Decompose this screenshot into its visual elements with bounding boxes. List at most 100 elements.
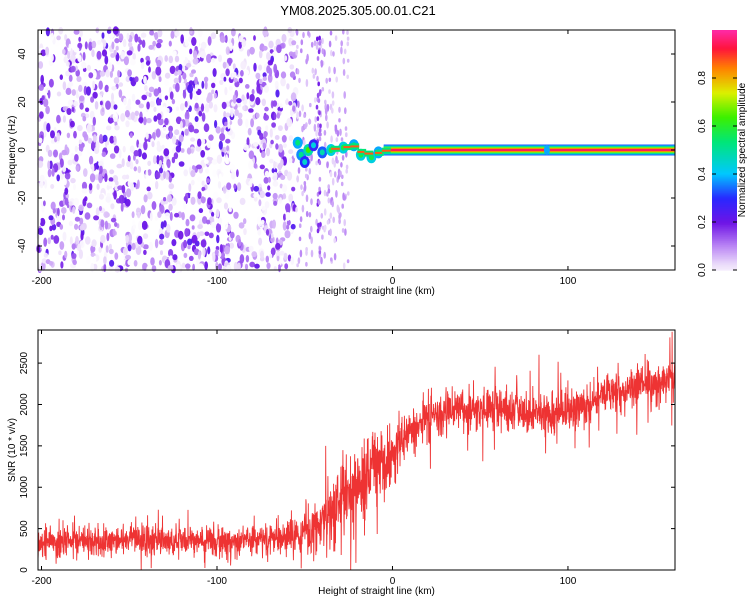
noise-blob: [259, 190, 266, 199]
noise-blob: [276, 255, 280, 262]
noise-blob: [300, 184, 303, 190]
noise-blob: [215, 208, 220, 218]
colorbar: 0.0 0.2 0.4 0.6 0.8 Normalized spectral ampl…: [697, 30, 748, 277]
noise-blob: [62, 49, 66, 55]
noise-blob: [171, 239, 177, 247]
noise-blob: [48, 114, 54, 124]
noise-blob: [164, 212, 171, 220]
colorbar-strip: [712, 206, 737, 209]
noise-blob: [194, 76, 198, 85]
noise-blob: [77, 125, 83, 132]
noise-blob: [333, 171, 337, 178]
noise-blob: [217, 181, 222, 189]
noise-blob: [151, 96, 156, 102]
noise-blob: [308, 232, 312, 240]
noise-blob: [148, 44, 154, 50]
noise-blob: [73, 47, 80, 53]
noise-blob: [200, 196, 206, 204]
noise-blob: [319, 123, 322, 129]
noise-blob: [280, 77, 286, 87]
noise-blob: [255, 112, 260, 119]
colorbar-strip: [712, 52, 737, 55]
noise-blob: [197, 191, 202, 200]
noise-blob: [50, 201, 56, 210]
noise-blob: [316, 75, 319, 82]
noise-blob: [59, 241, 65, 250]
noise-blob: [334, 127, 338, 132]
colorbar-strip: [712, 174, 737, 177]
noise-blob: [149, 30, 155, 36]
noise-blob: [140, 62, 145, 70]
noise-blob: [60, 261, 64, 269]
noise-blob: [318, 176, 322, 182]
noise-blob: [344, 228, 347, 236]
noise-blob: [121, 158, 125, 168]
noise-blob: [159, 167, 163, 174]
noise-blob: [211, 82, 216, 89]
noise-blob: [126, 50, 133, 56]
noise-blob: [184, 100, 188, 108]
noise-blob: [200, 103, 205, 112]
noise-blob: [221, 101, 227, 110]
noise-blob: [122, 259, 126, 265]
noise-blob: [86, 123, 93, 133]
noise-blob: [321, 87, 325, 92]
colorbar-strip: [712, 76, 737, 79]
noise-blob: [78, 204, 84, 212]
colorbar-strip: [712, 78, 737, 81]
noise-blob: [39, 180, 44, 189]
noise-blob: [114, 252, 119, 260]
noise-blob: [249, 94, 255, 102]
noise-blob: [138, 103, 144, 109]
noise-blob: [345, 164, 349, 170]
noise-blob: [285, 98, 289, 105]
noise-blob: [219, 133, 226, 142]
noise-blob: [118, 194, 125, 204]
noise-blob: [239, 254, 245, 264]
noise-blob: [301, 190, 304, 197]
noise-blob: [283, 252, 288, 260]
noise-blob: [77, 243, 81, 252]
noise-blob: [69, 236, 73, 246]
noise-blob: [140, 32, 147, 38]
colorbar-strip: [712, 148, 737, 151]
noise-blob: [288, 101, 293, 106]
noise-blob: [158, 76, 162, 83]
noise-blob: [234, 109, 239, 117]
noise-blob: [204, 80, 208, 90]
noise-blob: [203, 123, 210, 133]
noise-blob: [67, 99, 74, 106]
noise-blob: [38, 84, 44, 91]
noise-blob: [201, 80, 205, 89]
noise-blob: [105, 100, 111, 110]
noise-blob: [275, 89, 280, 98]
colorbar-strip: [712, 200, 737, 203]
noise-blob: [238, 40, 242, 49]
noise-blob: [203, 76, 209, 83]
noise-blob: [310, 249, 314, 258]
noise-blob: [265, 192, 271, 197]
noise-blob: [253, 185, 260, 192]
noise-blob: [316, 56, 320, 61]
colorbar-strip: [712, 30, 737, 33]
noise-blob: [308, 168, 312, 175]
noise-blob: [253, 142, 259, 147]
noise-blob: [315, 218, 318, 226]
noise-blob: [296, 263, 299, 268]
noise-blob: [331, 91, 335, 99]
noise-blob: [117, 70, 121, 78]
noise-blob: [303, 113, 306, 118]
noise-blob: [146, 101, 150, 110]
noise-blob: [296, 175, 300, 183]
noise-blob: [89, 173, 96, 183]
colorbar-strip: [712, 178, 737, 181]
noise-blob: [339, 128, 342, 136]
noise-blob: [99, 134, 103, 143]
noise-blob: [238, 77, 243, 84]
noise-blob: [321, 37, 324, 45]
noise-blob: [206, 178, 210, 184]
noise-blob: [219, 35, 226, 43]
spectrogram-y-tick-label: 20: [17, 96, 28, 108]
noise-blob: [295, 206, 298, 213]
noise-blob: [237, 182, 242, 192]
